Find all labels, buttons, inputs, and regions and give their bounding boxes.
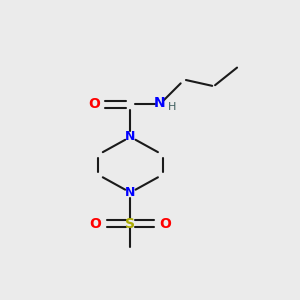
Text: O: O xyxy=(89,217,101,231)
Text: N: N xyxy=(125,130,136,143)
Text: N: N xyxy=(125,186,136,199)
Text: N: N xyxy=(154,96,166,110)
Text: H: H xyxy=(168,102,176,112)
Text: O: O xyxy=(88,97,100,111)
Text: O: O xyxy=(159,217,171,231)
Text: S: S xyxy=(125,217,135,231)
